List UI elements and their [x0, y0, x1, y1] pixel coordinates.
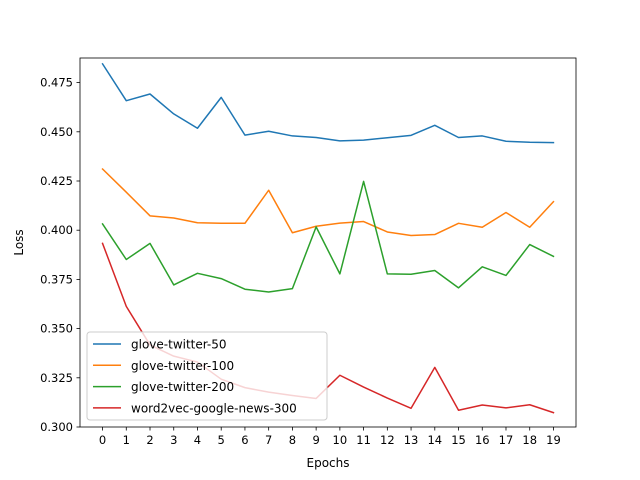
x-tick-label: 2: [146, 433, 153, 447]
x-tick-label: 16: [475, 433, 490, 447]
legend-label: glove-twitter-200: [131, 380, 234, 394]
x-tick-label: 15: [451, 433, 466, 447]
x-tick-label: 11: [356, 433, 371, 447]
y-tick-label: 0.375: [40, 272, 73, 286]
x-tick-label: 4: [194, 433, 201, 447]
series-line-1: [101, 62, 555, 144]
y-tick-label: 0.475: [40, 76, 73, 90]
y-axis: 0.300 0.325 0.350 0.375 0.400 0.425 0.450 0.475: [40, 76, 80, 434]
y-tick-label: 0.400: [40, 223, 73, 237]
x-tick-label: 18: [522, 433, 537, 447]
y-tick-label: 0.450: [40, 125, 73, 139]
x-tick-label: 1: [123, 433, 130, 447]
y-tick-label: 0.300: [40, 420, 73, 434]
y-tick-label: 0.325: [40, 371, 73, 385]
legend-label: word2vec-google-news-300: [131, 401, 297, 415]
legend-box: [86, 331, 328, 421]
x-tick-label: 17: [499, 433, 514, 447]
y-tick-label: 0.350: [40, 322, 73, 336]
x-tick-label: 12: [380, 433, 395, 447]
y-axis-label: Loss: [12, 229, 26, 255]
legend: glove-twitter-50 glove-twitter-100 glove-t…: [86, 331, 328, 421]
x-tick-label: 9: [312, 433, 319, 447]
series-line-2: [101, 167, 555, 237]
x-axis-label: Epochs: [307, 456, 350, 470]
x-tick-label: 13: [404, 433, 419, 447]
x-tick-label: 19: [546, 433, 561, 447]
x-axis: 0 1 2 3 4 5 6 7 8 9 10 11 12 13 14 15 16 17 18 19: [99, 427, 561, 447]
legend-label: glove-twitter-50: [131, 338, 227, 352]
x-tick-label: 6: [241, 433, 248, 447]
x-tick-label: 8: [289, 433, 296, 447]
x-tick-label: 3: [170, 433, 177, 447]
legend-label: glove-twitter-100: [131, 359, 234, 373]
x-tick-label: 7: [265, 433, 272, 447]
x-tick-label: 0: [99, 433, 106, 447]
y-tick-label: 0.425: [40, 174, 73, 188]
x-tick-label: 5: [218, 433, 225, 447]
plot-frame: [79, 57, 577, 428]
x-tick-label: 10: [333, 433, 348, 447]
series-line-3: [101, 180, 555, 293]
x-tick-label: 14: [427, 433, 442, 447]
